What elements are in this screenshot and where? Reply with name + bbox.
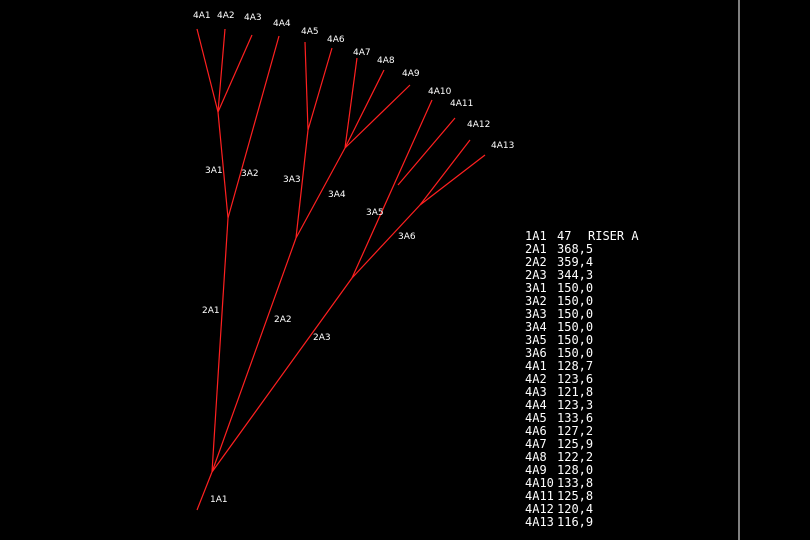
node-label: 4A4 xyxy=(273,19,291,29)
pipe xyxy=(227,35,280,219)
pipe xyxy=(217,111,229,219)
pipe xyxy=(196,471,213,511)
table-cell: 4A2 xyxy=(525,372,547,386)
node-label: 4A13 xyxy=(491,141,514,151)
table-cell: 133,8 xyxy=(557,476,593,490)
table-cell: 4A1 xyxy=(525,359,547,373)
node-label: 4A5 xyxy=(301,27,319,37)
table-cell: 122,2 xyxy=(557,450,593,464)
pipe xyxy=(344,84,411,149)
node-label: 4A9 xyxy=(402,69,420,79)
pipe xyxy=(397,117,456,186)
node-label: 3A4 xyxy=(328,190,346,200)
node-label: 4A10 xyxy=(428,87,452,97)
pipe xyxy=(217,28,226,113)
table-cell: 4A12 xyxy=(525,502,554,516)
table-cell: 3A2 xyxy=(525,294,547,308)
node-label: 4A7 xyxy=(353,48,371,58)
table-cell: 121,8 xyxy=(557,385,593,399)
table-cell: 2A2 xyxy=(525,255,547,269)
table-cell: 123,3 xyxy=(557,398,593,412)
node-label: 3A6 xyxy=(398,232,416,242)
pipe xyxy=(211,217,229,473)
pipe xyxy=(304,41,309,131)
node-label: 4A11 xyxy=(450,99,473,109)
table-cell: 344,3 xyxy=(557,268,593,282)
table-cell: 3A3 xyxy=(525,307,547,321)
node-label: 3A2 xyxy=(241,169,259,179)
pipe xyxy=(419,154,486,206)
node-label: 4A6 xyxy=(327,35,345,45)
table-cell: 4A4 xyxy=(525,398,547,412)
table-cell: 2A3 xyxy=(525,268,547,282)
table-cell: 123,6 xyxy=(557,372,593,386)
pipe xyxy=(196,28,219,113)
table-cell: 4A11 xyxy=(525,489,554,503)
table-cell: 150,0 xyxy=(557,346,593,360)
table-cell: 2A1 xyxy=(525,242,547,256)
pipe xyxy=(217,34,253,113)
table-cell: 4A5 xyxy=(525,411,547,425)
table-cell: 150,0 xyxy=(557,281,593,295)
node-label: 4A12 xyxy=(467,120,490,130)
table-cell: 4A7 xyxy=(525,437,547,451)
pipe xyxy=(307,47,333,131)
table-cell: 1A1 xyxy=(525,229,547,243)
table-cell: 133,6 xyxy=(557,411,593,425)
node-label: 2A2 xyxy=(274,315,292,325)
node-label: 4A3 xyxy=(244,13,262,23)
table-cell: 150,0 xyxy=(557,333,593,347)
table-cell: 3A4 xyxy=(525,320,547,334)
pipe-tree xyxy=(196,28,486,511)
table-cell: 4A8 xyxy=(525,450,547,464)
table-cell: 4A10 xyxy=(525,476,554,490)
table-cell: 120,4 xyxy=(557,502,593,516)
table-cell: 150,0 xyxy=(557,294,593,308)
table-cell: 127,2 xyxy=(557,424,593,438)
node-label: 1A1 xyxy=(210,495,228,505)
node-label: 2A1 xyxy=(202,306,220,316)
table-cell: 4A9 xyxy=(525,463,547,477)
table-cell: 4A3 xyxy=(525,385,547,399)
table-cell: 150,0 xyxy=(557,307,593,321)
table-cell: 150,0 xyxy=(557,320,593,334)
pipe xyxy=(295,129,309,239)
node-label: 4A1 xyxy=(193,11,211,21)
pipe xyxy=(419,139,471,206)
table-cell: 47 xyxy=(557,229,571,243)
table-cell: 125,8 xyxy=(557,489,593,503)
table-cell: 125,9 xyxy=(557,437,593,451)
table-cell: RISER A xyxy=(588,229,639,243)
table-cell: 3A5 xyxy=(525,333,547,347)
table-cell: 128,0 xyxy=(557,463,593,477)
node-label: 3A3 xyxy=(283,175,301,185)
pipe xyxy=(344,69,385,149)
node-label: 4A8 xyxy=(377,56,395,66)
table-cell: 4A13 xyxy=(525,515,554,529)
table-cell: 3A6 xyxy=(525,346,547,360)
table-cell: 4A6 xyxy=(525,424,547,438)
table-cell: 128,7 xyxy=(557,359,593,373)
table-cell: 116,9 xyxy=(557,515,593,529)
pipe xyxy=(211,237,297,473)
pipe xyxy=(211,277,353,473)
table-cell: 3A1 xyxy=(525,281,547,295)
node-label: 3A1 xyxy=(205,166,223,176)
node-label: 3A5 xyxy=(366,208,384,218)
pipe xyxy=(351,204,421,279)
table-cell: 368,5 xyxy=(557,242,593,256)
node-label: 4A2 xyxy=(217,11,235,21)
pipe xyxy=(344,57,358,149)
table-cell: 359,4 xyxy=(557,255,593,269)
pipe xyxy=(351,99,433,279)
node-label: 2A3 xyxy=(313,333,331,343)
pipe xyxy=(295,147,346,239)
